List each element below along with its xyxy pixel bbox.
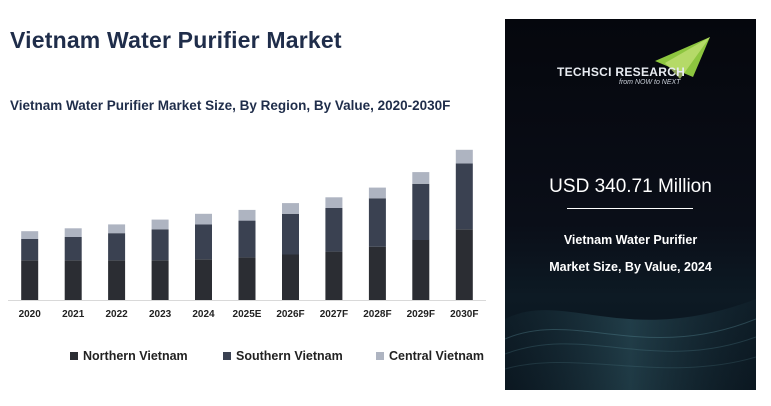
legend-label-northern: Northern Vietnam xyxy=(83,349,188,363)
bar-2022-southern-vietnam xyxy=(108,233,126,261)
bar-2021-central-vietnam xyxy=(64,228,82,237)
bar-2027F-central-vietnam xyxy=(325,197,343,208)
x-tick-label: 2021 xyxy=(62,309,85,320)
market-size-value: USD 340.71 Million xyxy=(549,176,712,197)
page-title: Vietnam Water Purifier Market xyxy=(10,27,342,53)
bar-2025E-northern-vietnam xyxy=(238,257,256,300)
legend-item-southern: Southern Vietnam xyxy=(223,349,343,363)
legend-label-central: Central Vietnam xyxy=(389,349,484,363)
legend-swatch-northern xyxy=(70,352,78,360)
x-tick-label: 2028F xyxy=(363,309,391,320)
bar-2030F-northern-vietnam xyxy=(455,229,473,300)
bar-2024-northern-vietnam xyxy=(195,259,212,300)
caption-line-2: Market Size, By Value, 2024 xyxy=(549,260,712,274)
legend-item-northern: Northern Vietnam xyxy=(70,349,188,363)
market-size-caption: Vietnam Water Purifier Market Size, By V… xyxy=(505,227,756,281)
bar-2022-northern-vietnam xyxy=(108,260,126,300)
logo-tagline: from NOW to NEXT xyxy=(619,79,681,86)
x-tick-label: 2029F xyxy=(407,309,435,320)
x-tick-label: 2025E xyxy=(233,309,262,320)
bar-2020-southern-vietnam xyxy=(21,239,39,261)
logo-arrow-icon xyxy=(655,37,710,79)
caption-line-1: Vietnam Water Purifier xyxy=(563,233,698,247)
bar-2029F-northern-vietnam xyxy=(412,239,430,300)
bar-2026F-northern-vietnam xyxy=(282,254,299,300)
bar-2026F-central-vietnam xyxy=(282,203,299,214)
bar-2022-central-vietnam xyxy=(108,224,126,234)
bar-2030F-central-vietnam xyxy=(455,149,473,164)
chart-legend: Northern Vietnam Southern Vietnam Centra… xyxy=(0,349,500,365)
bar-2023-central-vietnam xyxy=(151,219,169,230)
x-tick-label: 2020 xyxy=(19,309,42,320)
bar-2024-central-vietnam xyxy=(195,213,212,225)
wave-background xyxy=(505,299,756,390)
bar-2026F-southern-vietnam xyxy=(282,213,299,255)
bar-2023-southern-vietnam xyxy=(151,229,169,261)
bar-2027F-northern-vietnam xyxy=(325,251,343,300)
x-tick-label: 2030F xyxy=(450,309,478,320)
bar-2030F-southern-vietnam xyxy=(455,163,473,230)
legend-swatch-central xyxy=(376,352,384,360)
chart-title: Vietnam Water Purifier Market Size, By R… xyxy=(10,98,451,113)
bar-2021-northern-vietnam xyxy=(64,260,82,300)
bar-2028F-central-vietnam xyxy=(368,187,386,199)
bar-2025E-central-vietnam xyxy=(238,209,256,221)
bar-2024-southern-vietnam xyxy=(195,224,212,260)
techsci-logo: TECHSCI RESEARCH from NOW to NEXT xyxy=(505,19,756,99)
legend-item-central: Central Vietnam xyxy=(376,349,484,363)
bar-2023-northern-vietnam xyxy=(151,260,169,300)
bar-2021-southern-vietnam xyxy=(64,237,82,261)
bar-2029F-southern-vietnam xyxy=(412,183,430,240)
x-tick-label: 2026F xyxy=(276,309,304,320)
bar-chart: 2020 2021 2022 2023 2024 2025E 2026F 2027F 2028F… xyxy=(8,149,486,320)
kpi-divider xyxy=(567,208,693,209)
logo-text: TECHSCI RESEARCH xyxy=(557,65,686,79)
market-size-panel: TECHSCI RESEARCH from NOW to NEXT USD 34… xyxy=(505,19,756,390)
bar-2028F-southern-vietnam xyxy=(368,198,386,247)
x-tick-label: 2022 xyxy=(105,309,128,320)
legend-swatch-southern xyxy=(223,352,231,360)
x-tick-label: 2024 xyxy=(192,309,215,320)
bar-2025E-southern-vietnam xyxy=(238,220,256,258)
bar-2029F-central-vietnam xyxy=(412,172,430,184)
x-tick-label: 2023 xyxy=(149,309,172,320)
bar-2020-central-vietnam xyxy=(21,231,39,239)
x-tick-label: 2027F xyxy=(320,309,348,320)
bar-2028F-northern-vietnam xyxy=(368,246,386,300)
legend-label-southern: Southern Vietnam xyxy=(236,349,343,363)
bar-2020-northern-vietnam xyxy=(21,260,39,300)
bar-2027F-southern-vietnam xyxy=(325,208,343,252)
